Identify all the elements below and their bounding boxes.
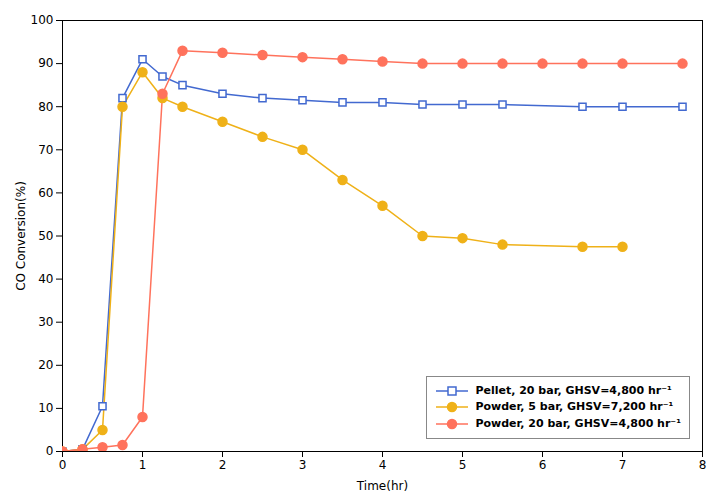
html-text:Powder, 5 bar, GHSV=7,200 hr⁻¹: Powder, 5 bar, GHSV=7,200 hr⁻¹ xyxy=(475,400,674,413)
svg-text:6: 6 xyxy=(539,458,547,472)
svg-text:1: 1 xyxy=(139,458,147,472)
svg-text:80: 80 xyxy=(38,100,53,114)
svg-text:10: 10 xyxy=(38,401,53,415)
html-text:Powder, 20 bar, GHSV=4,800 hr⁻: Powder, 20 bar, GHSV=4,800 hr⁻¹ xyxy=(475,416,681,430)
svg-text:0: 0 xyxy=(59,458,67,472)
svg-text:8: 8 xyxy=(699,458,707,472)
svg-text:20: 20 xyxy=(38,358,53,372)
svg-text:60: 60 xyxy=(38,186,53,200)
svg-text:40: 40 xyxy=(38,272,53,286)
svg-text:50: 50 xyxy=(38,229,53,243)
svg-text:CO Conversion(%): CO Conversion(%) xyxy=(14,181,28,291)
svg-text:4: 4 xyxy=(379,458,387,472)
svg-text:7: 7 xyxy=(619,458,627,472)
svg-text:70: 70 xyxy=(38,143,53,157)
svg-text:30: 30 xyxy=(38,315,53,329)
svg-text:100: 100 xyxy=(31,13,54,27)
html-text:Pellet, 20 bar, GHSV=4,800 hr⁻: Pellet, 20 bar, GHSV=4,800 hr⁻¹ xyxy=(475,383,672,397)
svg-text:3: 3 xyxy=(299,458,307,472)
svg-text:5: 5 xyxy=(459,458,467,472)
svg-text:2: 2 xyxy=(219,458,227,472)
svg-text:Time(hr): Time(hr) xyxy=(356,479,408,493)
svg-text:0: 0 xyxy=(46,444,54,458)
svg-text:90: 90 xyxy=(38,56,53,70)
